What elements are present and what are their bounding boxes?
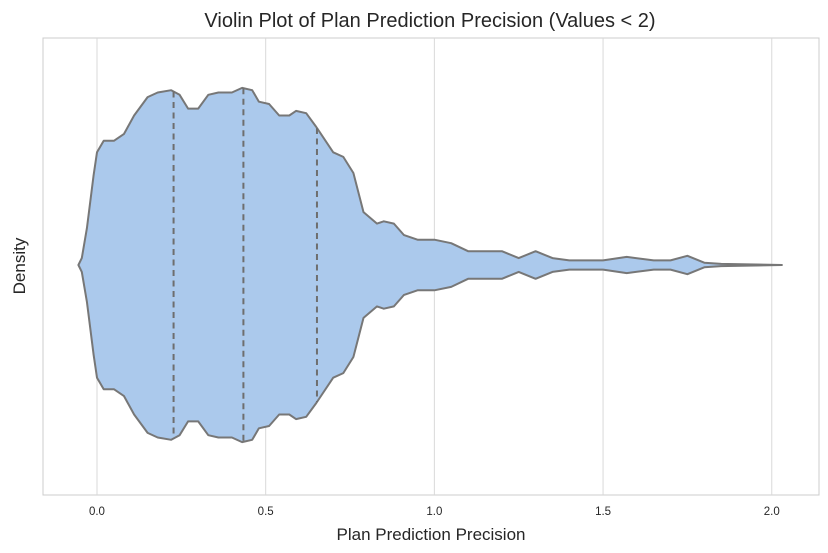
x-tick-label: 0.0 — [89, 506, 105, 518]
chart-title: Violin Plot of Plan Prediction Precision… — [204, 10, 655, 32]
x-tick-label: 1.5 — [595, 506, 611, 518]
violin-shape — [77, 86, 783, 444]
x-axis-label: Plan Prediction Precision — [337, 525, 526, 544]
y-axis-label: Density — [10, 237, 29, 294]
x-tick-label: 1.0 — [426, 506, 442, 518]
x-axis-ticks: 0.0 0.5 1.0 1.5 2.0 — [89, 506, 780, 518]
quartile-lines — [172, 88, 318, 442]
x-tick-label: 2.0 — [764, 506, 780, 518]
x-tick-label: 0.5 — [258, 506, 274, 518]
violin-body — [77, 86, 783, 444]
